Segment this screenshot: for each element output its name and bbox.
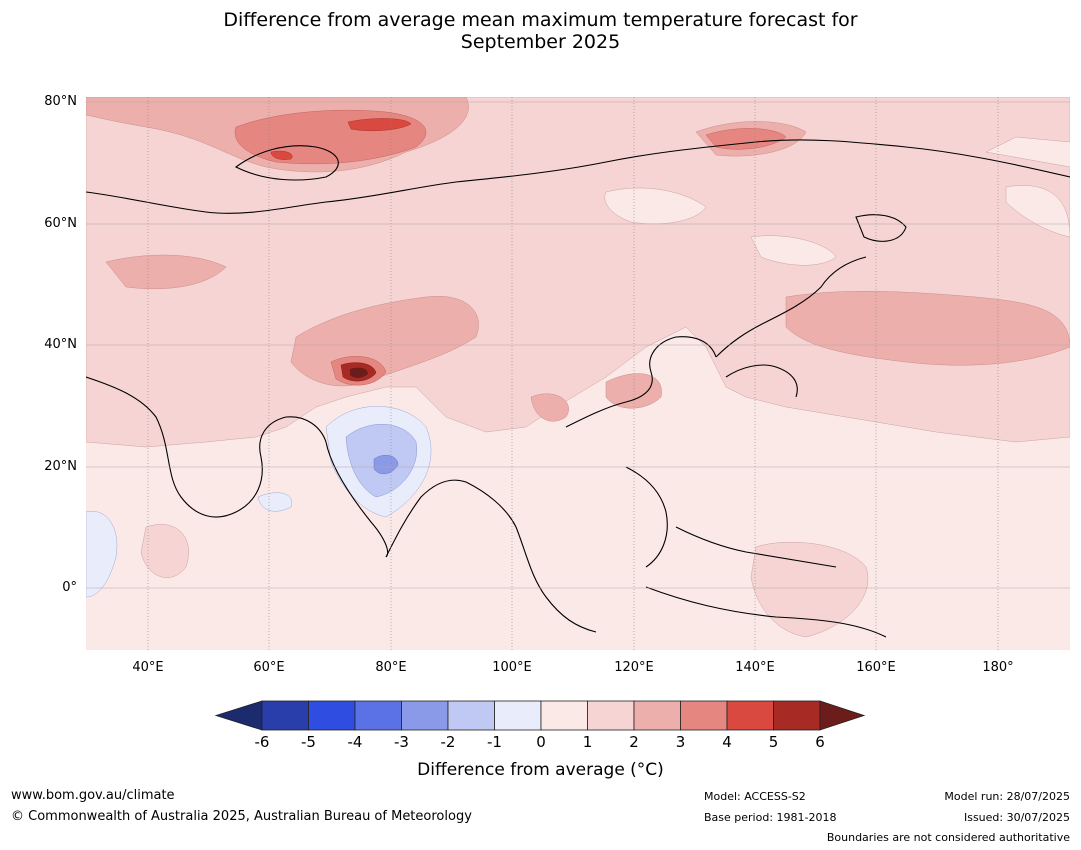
colorbar-extend-high: [819, 700, 866, 731]
colorbar-tick-label: -2: [440, 733, 456, 751]
colorbar-tick-label: -4: [347, 733, 363, 751]
colorbar-tick-label: -3: [394, 733, 409, 751]
colorbar: [214, 700, 866, 731]
colorbar-tick-label: 6: [815, 733, 825, 751]
anomaly-region-0to1-siberia: [604, 187, 707, 225]
lat-label-80n: 80°N: [44, 94, 77, 109]
colorbar-tick-label: 4: [722, 733, 732, 751]
colorbar-segment: [354, 700, 402, 731]
colorbar-segment: [261, 700, 309, 731]
lat-label-40n: 40°N: [44, 337, 77, 352]
colorbar-segment: [308, 700, 356, 731]
anomaly-region-6plus-himalaya: [350, 367, 368, 378]
lat-label-60n: 60°N: [44, 216, 77, 231]
footer-issued: Issued: 30/07/2025: [963, 811, 1070, 824]
lat-label-0: 0°: [62, 580, 77, 595]
lon-label-80e: 80°E: [375, 660, 407, 675]
anomaly-region-4to5-kola: [270, 150, 293, 160]
lon-label-60e: 60°E: [253, 660, 285, 675]
lon-label-120e: 120°E: [614, 660, 654, 675]
colorbar-extend-low: [214, 700, 263, 731]
colorbar-tick-label: -5: [301, 733, 316, 751]
colorbar-tick-label: -1: [487, 733, 502, 751]
anomaly-region-0to1-east: [750, 235, 837, 266]
title-line-1: Difference from average mean maximum tem…: [223, 9, 858, 31]
colorbar-segment: [494, 700, 542, 731]
colorbar-segment: [726, 700, 774, 731]
anomaly-region-2to3-central: [105, 254, 227, 290]
colorbar-tick-label: 0: [536, 733, 546, 751]
colorbar-tick-label: 2: [629, 733, 639, 751]
colorbar-tick-label: 1: [582, 733, 593, 751]
colorbar-segment: [587, 700, 635, 731]
footer-model-run: Model run: 28/07/2025: [944, 790, 1070, 803]
anomaly-region-1to2-pacific: [750, 541, 869, 638]
footer-url[interactable]: www.bom.gov.au/climate: [11, 788, 175, 803]
coastlines: [86, 139, 1070, 638]
colorbar-segment: [540, 700, 588, 731]
colorbar-segment: [401, 700, 449, 731]
anomaly-region-neg1to0-africa: [86, 510, 118, 598]
anomaly-region-3to4-eastsiberia: [705, 128, 787, 150]
anomaly-region-2to3-china: [530, 393, 569, 422]
lat-label-20n: 20°N: [44, 459, 77, 474]
title-line-2: September 2025: [460, 31, 621, 53]
footer-model: Model: ACCESS-S2: [704, 790, 806, 803]
lon-label-140e: 140°E: [735, 660, 775, 675]
footer-disclaimer: Boundaries are not considered authoritat…: [826, 831, 1070, 844]
graticule: [86, 97, 1070, 650]
lon-label-160e: 160°E: [856, 660, 896, 675]
footer-base-period: Base period: 1981-2018: [704, 811, 837, 824]
anomaly-region-1to2-africa: [140, 524, 189, 578]
colorbar-tick-label: -6: [254, 733, 270, 751]
anomaly-region-neg3to-2-india: [373, 454, 399, 475]
anomaly-region-2to3-pacific: [785, 290, 1070, 366]
colorbar-title: Difference from average (°C): [417, 760, 664, 780]
colorbar-segment: [680, 700, 728, 731]
lon-label-40e: 40°E: [132, 660, 164, 675]
colorbar-segment: [447, 700, 495, 731]
anomaly-region-4to5-russia: [347, 118, 412, 132]
colorbar-tick-label: 3: [675, 733, 686, 751]
colorbar-segment: [773, 700, 821, 731]
anomaly-region-neg1to0-arabia: [257, 492, 293, 512]
colorbar-tick-label: 5: [768, 733, 779, 751]
lon-label-180: 180°: [982, 660, 1014, 675]
footer-copyright: © Commonwealth of Australia 2025, Austra…: [11, 809, 472, 824]
lon-label-100e: 100°E: [492, 660, 532, 675]
chart-title: Difference from average mean maximum tem…: [0, 9, 1081, 53]
colorbar-segment: [633, 700, 681, 731]
forecast-map: [86, 97, 1070, 650]
map-canvas: [86, 97, 1070, 650]
